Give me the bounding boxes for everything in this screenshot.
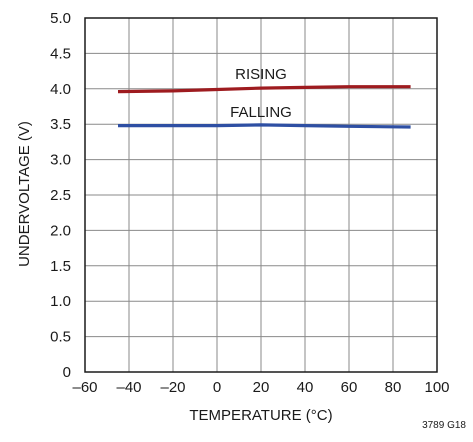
x-tick-label: 80 xyxy=(385,379,402,396)
y-tick-label: 3.5 xyxy=(50,116,71,133)
plot-frame xyxy=(84,17,438,373)
x-tick-label: 60 xyxy=(341,379,358,396)
series-label-falling: FALLING xyxy=(230,104,292,121)
y-tick-label: 4.0 xyxy=(50,81,71,98)
y-tick-labels: 0 0.5 1.0 1.5 2.0 2.5 3.0 3.5 4.0 4.5 5.0 xyxy=(50,10,71,381)
x-tick-label: 100 xyxy=(424,379,449,396)
series-line-rising xyxy=(117,85,411,94)
x-tick-labels: –60 –40 –20 0 20 40 60 80 100 xyxy=(72,379,449,396)
y-axis-title: UNDERVOLTAGE (V) xyxy=(16,121,33,267)
y-tick-label: 0.5 xyxy=(50,329,71,346)
series-label-rising: RISING xyxy=(235,66,287,83)
x-tick-label: –60 xyxy=(72,379,97,396)
x-tick-label: 0 xyxy=(213,379,221,396)
x-tick-label: 40 xyxy=(297,379,314,396)
y-tick-label: 2.0 xyxy=(50,222,71,239)
y-tick-label: 1.0 xyxy=(50,293,71,310)
series-line-falling xyxy=(118,123,411,129)
y-tick-label: 0 xyxy=(63,364,71,381)
series-lines xyxy=(117,85,411,129)
x-tick-label: –20 xyxy=(160,379,185,396)
y-tick-label: 1.5 xyxy=(50,258,71,275)
x-tick-label: 20 xyxy=(253,379,270,396)
x-axis-title: TEMPERATURE (°C) xyxy=(189,407,332,424)
y-tick-label: 2.5 xyxy=(50,187,71,204)
y-tick-label: 4.5 xyxy=(50,45,71,62)
x-tick-label: –40 xyxy=(116,379,141,396)
y-tick-label: 5.0 xyxy=(50,10,71,27)
figure-id: 3789 G18 xyxy=(422,420,466,431)
y-tick-label: 3.0 xyxy=(50,152,71,169)
